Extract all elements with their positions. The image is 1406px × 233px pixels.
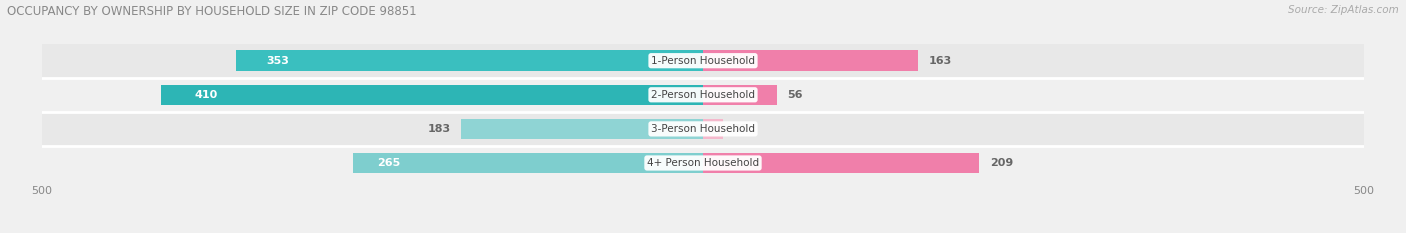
Bar xyxy=(703,119,723,139)
Text: 353: 353 xyxy=(266,56,290,66)
Text: 3-Person Household: 3-Person Household xyxy=(651,124,755,134)
Bar xyxy=(703,85,778,105)
Bar xyxy=(703,51,918,71)
Text: 163: 163 xyxy=(929,56,952,66)
Bar xyxy=(461,119,703,139)
Bar xyxy=(236,51,703,71)
Bar xyxy=(42,112,1364,146)
Text: 56: 56 xyxy=(787,90,803,100)
Text: 410: 410 xyxy=(195,90,218,100)
Text: 15: 15 xyxy=(734,124,749,134)
Text: 1-Person Household: 1-Person Household xyxy=(651,56,755,66)
Bar xyxy=(42,78,1364,112)
Text: 2-Person Household: 2-Person Household xyxy=(651,90,755,100)
Bar xyxy=(353,153,703,173)
Bar xyxy=(703,153,979,173)
Text: 209: 209 xyxy=(990,158,1014,168)
Text: OCCUPANCY BY OWNERSHIP BY HOUSEHOLD SIZE IN ZIP CODE 98851: OCCUPANCY BY OWNERSHIP BY HOUSEHOLD SIZE… xyxy=(7,5,416,18)
Text: 265: 265 xyxy=(377,158,401,168)
Text: 4+ Person Household: 4+ Person Household xyxy=(647,158,759,168)
Text: 183: 183 xyxy=(427,124,450,134)
Bar xyxy=(42,146,1364,180)
Bar xyxy=(42,44,1364,78)
Bar xyxy=(162,85,703,105)
Text: Source: ZipAtlas.com: Source: ZipAtlas.com xyxy=(1288,5,1399,15)
